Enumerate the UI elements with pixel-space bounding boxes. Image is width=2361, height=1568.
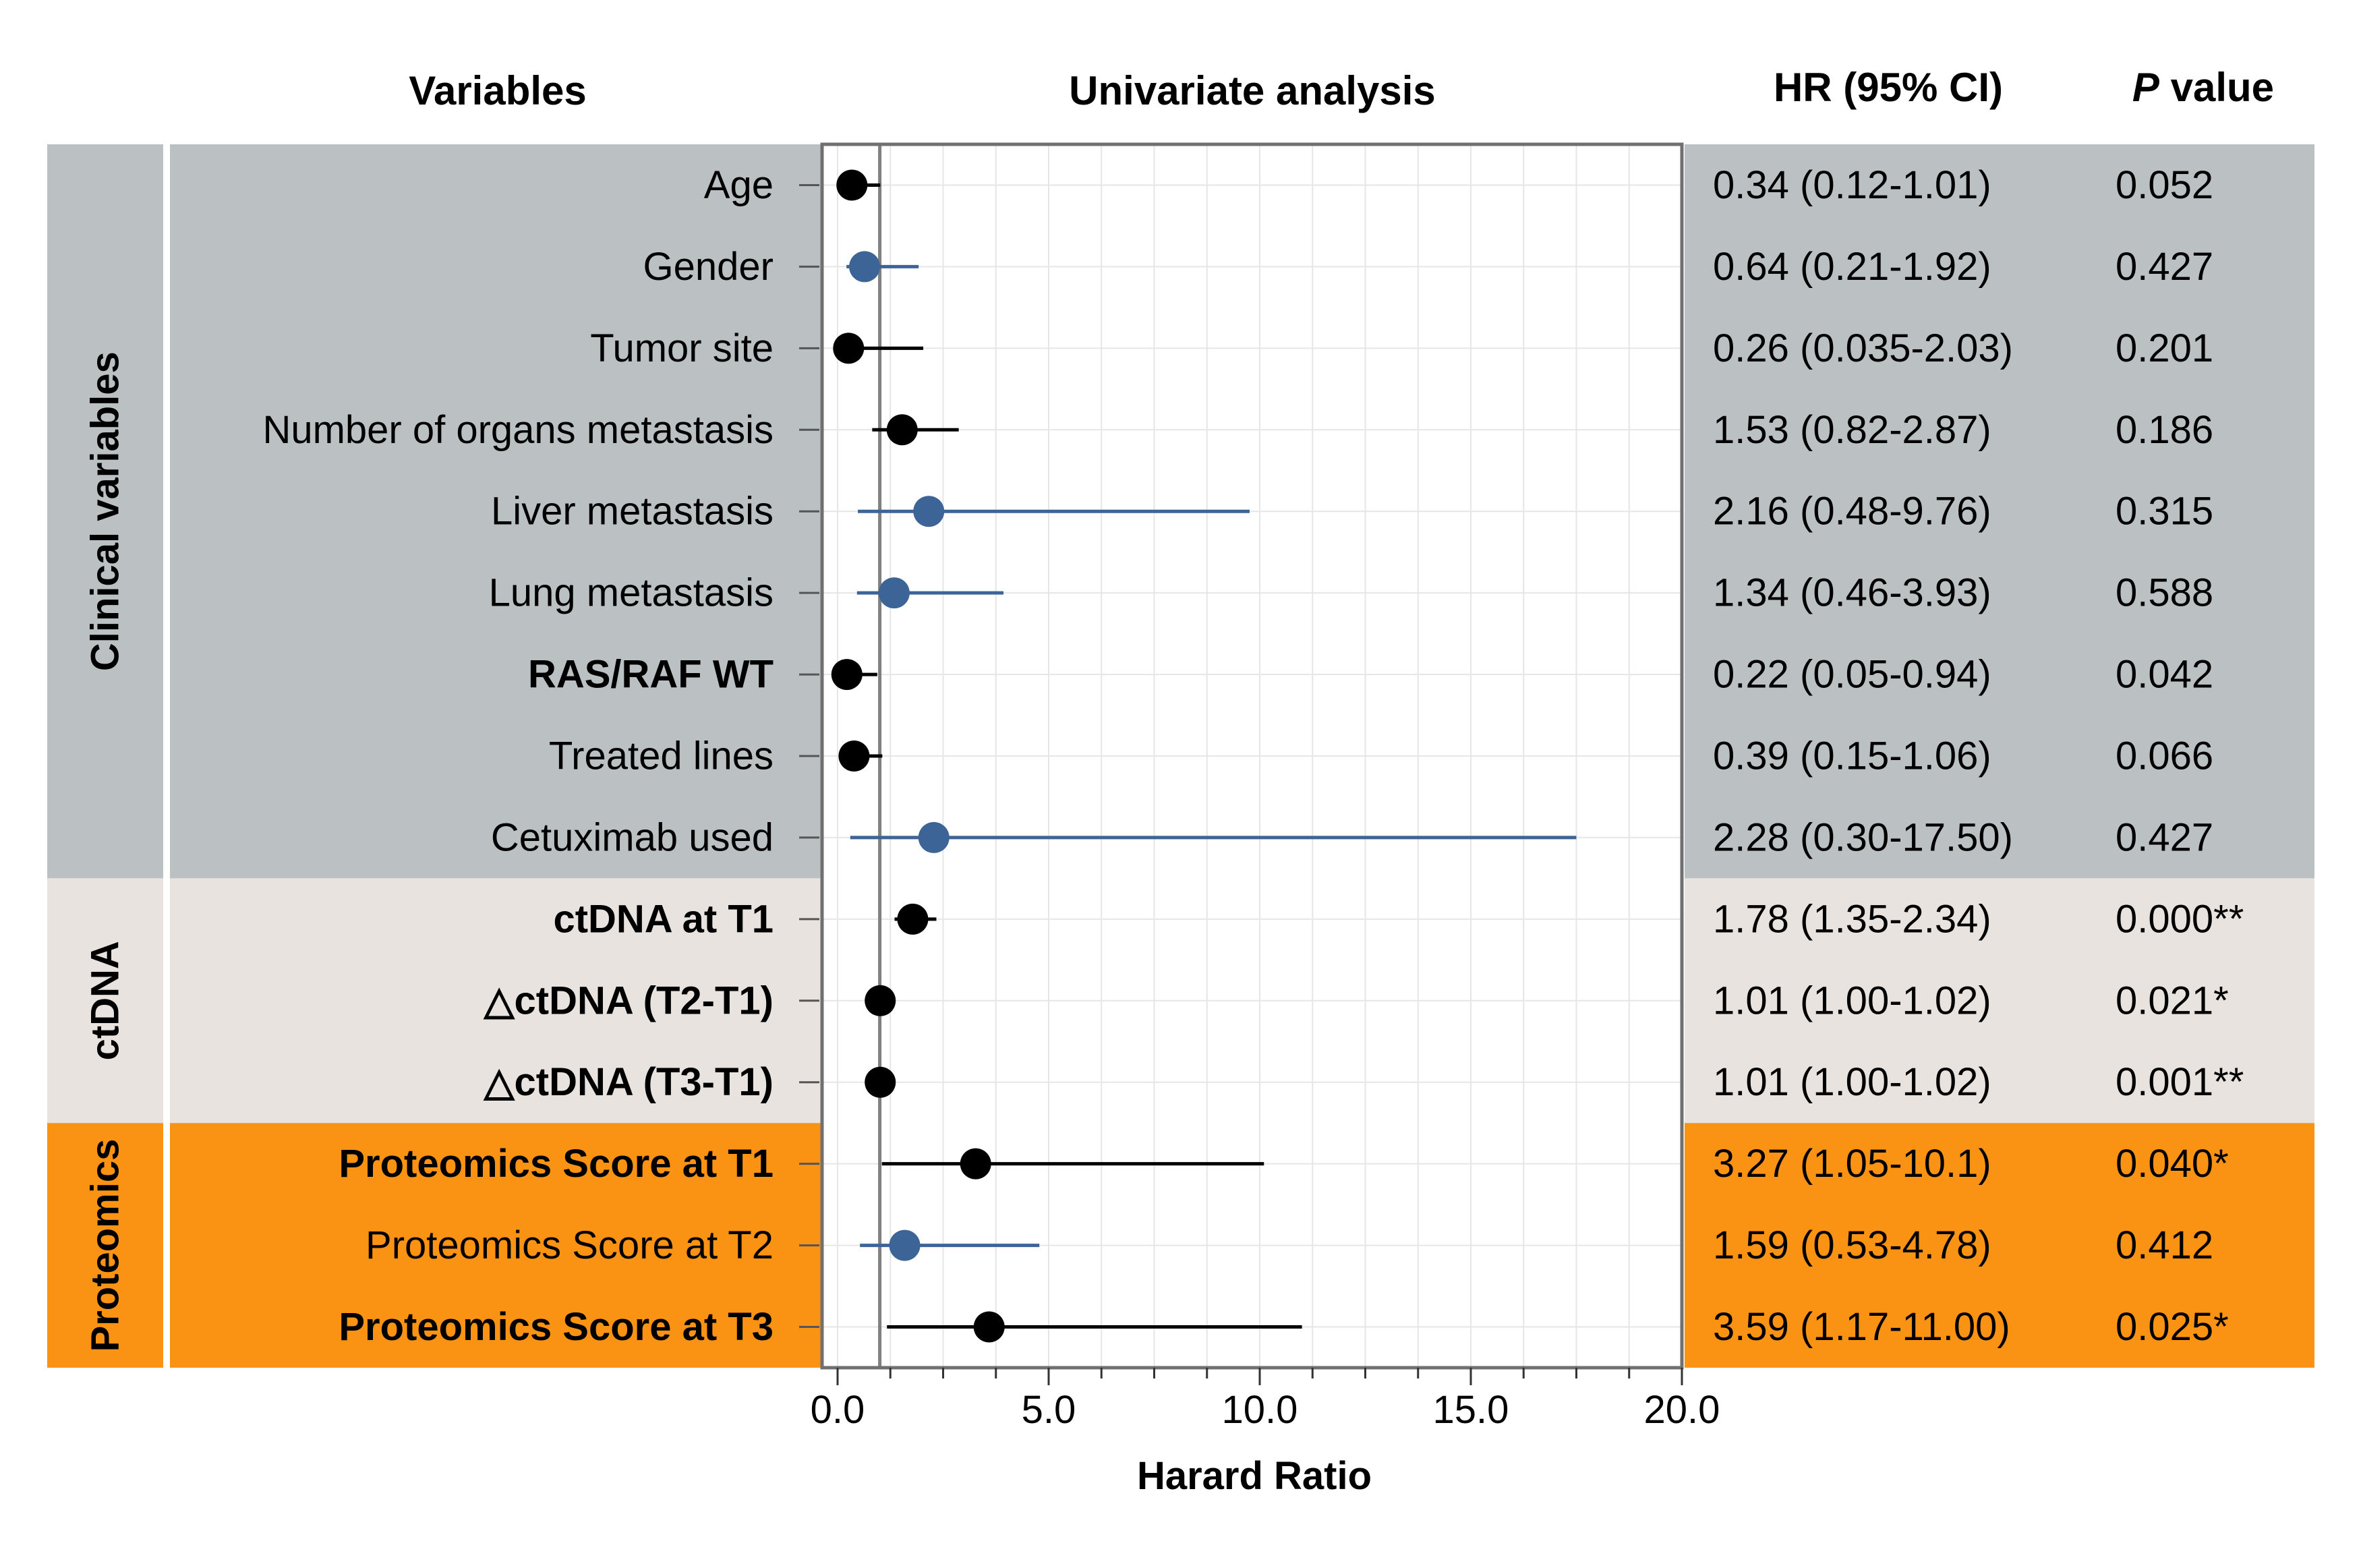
variable-label: Lung metastasis: [489, 571, 774, 615]
x-axis-label: Harard Ratio: [1137, 1454, 1372, 1498]
p-value: 0.066: [2116, 734, 2213, 778]
x-tick-label: 10.0: [1222, 1388, 1298, 1432]
x-axis: 0.0 5.0 10.0 15.0 20.0: [811, 1368, 1720, 1432]
hr-ci-value: 3.27 (1.05-10.1): [1713, 1142, 1991, 1186]
hr-point: [913, 496, 945, 527]
hr-ci-value: 3.59 (1.17-11.00): [1713, 1305, 2010, 1349]
hr-point: [836, 169, 868, 201]
x-tick-label: 20.0: [1644, 1388, 1720, 1432]
group-label-clinical-variables: Clinical variables: [84, 351, 127, 671]
p-value: 0.427: [2116, 245, 2213, 289]
variable-label: Cetuximab used: [491, 815, 774, 859]
variable-label: RAS/RAF WT: [528, 653, 774, 697]
hr-ci-value: 1.34 (0.46-3.93): [1713, 571, 1991, 615]
hr-point: [960, 1148, 991, 1180]
hr-ci-value: 0.26 (0.035-2.03): [1713, 326, 2013, 370]
stats-band-proteomics: [1685, 1123, 2314, 1368]
p-value: 0.025*: [2116, 1305, 2229, 1349]
hr-ci-value: 0.64 (0.21-1.92): [1713, 245, 1991, 289]
hr-ci-value: 1.01 (1.00-1.02): [1713, 1060, 1991, 1104]
hr-point: [865, 985, 896, 1016]
header-p-value: P value: [2132, 65, 2274, 110]
header-p-italic: P: [2132, 65, 2160, 110]
hr-ci-value: 1.59 (0.53-4.78): [1713, 1223, 1991, 1267]
hr-ci-value: 0.39 (0.15-1.06): [1713, 734, 1991, 778]
p-value: 0.042: [2116, 653, 2213, 697]
group-label-proteomics: Proteomics: [84, 1139, 127, 1352]
variable-label: Tumor site: [590, 326, 774, 370]
hr-point: [838, 741, 870, 772]
group-label-ctdna: ctDNA: [84, 941, 127, 1060]
hr-point: [886, 414, 918, 446]
group-bands: Clinical variables ctDNA Proteomics: [47, 144, 2314, 1368]
variable-label: Age: [704, 163, 774, 207]
hr-point: [889, 1229, 921, 1261]
hr-ci-value: 1.01 (1.00-1.02): [1713, 979, 1991, 1022]
p-value: 0.186: [2116, 408, 2213, 452]
label-band-ctdna: [170, 878, 822, 1124]
variable-label: Proteomics Score at T3: [339, 1305, 774, 1349]
group-band-clinical-variables: [47, 144, 163, 879]
variable-labels: Age Gender Tumor site Number of organs meta…: [262, 163, 819, 1349]
variable-label: Proteomics Score at T2: [366, 1223, 774, 1267]
x-tick-label: 0.0: [811, 1388, 865, 1432]
hr-point: [833, 332, 865, 364]
variable-label: Gender: [643, 245, 774, 289]
stats-band-clinical-variables: [1685, 144, 2314, 879]
hr-point: [865, 1066, 896, 1098]
p-value: 0.315: [2116, 490, 2213, 533]
x-tick-label: 5.0: [1022, 1388, 1076, 1432]
hr-ci-value: 1.53 (0.82-2.87): [1713, 408, 1991, 452]
variable-label: △ctDNA (T2-T1): [483, 979, 774, 1022]
group-band-ctdna: [47, 878, 163, 1124]
header-variables: Variables: [409, 68, 587, 113]
stats-band-ctdna: [1685, 878, 2314, 1124]
p-value: 0.001**: [2116, 1060, 2244, 1104]
x-tick-label: 15.0: [1433, 1388, 1509, 1432]
p-value: 0.052: [2116, 163, 2213, 207]
p-value: 0.588: [2116, 571, 2213, 615]
header-hr-ci: HR (95% CI): [1774, 65, 2003, 110]
hr-point: [831, 659, 863, 691]
variable-label: Proteomics Score at T1: [339, 1142, 774, 1186]
p-value: 0.021*: [2116, 979, 2229, 1022]
hr-point: [897, 903, 929, 935]
hr-point: [918, 821, 950, 853]
hr-ci-value: 1.78 (1.35-2.34): [1713, 897, 1991, 941]
variable-label: Treated lines: [549, 734, 774, 778]
hr-ci-value: 2.16 (0.48-9.76): [1713, 490, 1991, 533]
label-band-proteomics: [170, 1123, 822, 1368]
p-value: 0.040*: [2116, 1142, 2229, 1186]
variable-label: Number of organs metastasis: [262, 408, 774, 452]
variable-label: Liver metastasis: [491, 490, 774, 533]
p-value: 0.000**: [2116, 897, 2244, 941]
header-p-rest: value: [2159, 65, 2274, 110]
p-value: 0.412: [2116, 1223, 2213, 1267]
plot-frame: [820, 142, 1684, 1370]
p-value: 0.427: [2116, 815, 2213, 859]
statistics-columns: 0.34 (0.12-1.01) 0.052 0.64 (0.21-1.92) 0.4…: [1713, 163, 2244, 1349]
header-univariate-analysis: Univariate analysis: [1069, 68, 1436, 113]
hr-ci-value: 2.28 (0.30-17.50): [1713, 815, 2013, 859]
variable-label: △ctDNA (T3-T1): [483, 1060, 774, 1104]
label-band-clinical-variables: [170, 144, 822, 879]
p-value: 0.201: [2116, 326, 2213, 370]
hr-ci-value: 0.22 (0.05-0.94): [1713, 653, 1991, 697]
hr-point: [973, 1311, 1005, 1343]
hr-ci-value: 0.34 (0.12-1.01): [1713, 163, 1991, 207]
hr-point: [849, 251, 881, 283]
hr-point: [878, 577, 910, 609]
grid-lines: [820, 142, 1684, 1370]
group-band-proteomics: [47, 1123, 163, 1368]
variable-label: ctDNA at T1: [553, 897, 774, 941]
hazard-ratio-marks: [831, 169, 1577, 1343]
